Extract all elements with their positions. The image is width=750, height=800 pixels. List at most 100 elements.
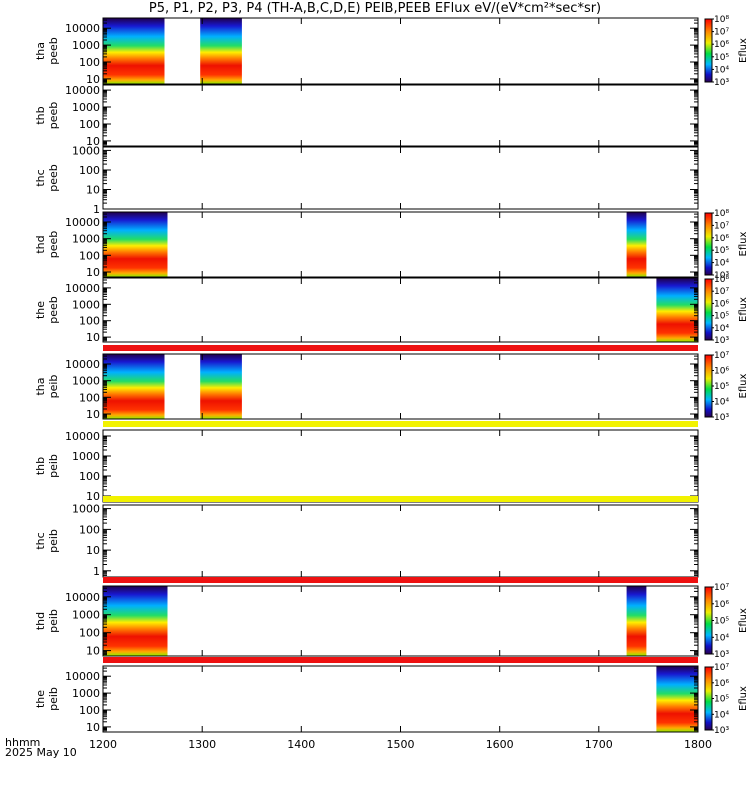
panel-frame [102, 585, 699, 657]
chart-title: P5, P1, P2, P3, P4 (TH-A,B,C,D,E) PEIB,P… [148, 1, 602, 16]
spectrogram-block [656, 666, 698, 732]
spectrogram-block [103, 354, 165, 419]
y-tick-label: 1 [93, 565, 100, 578]
panel-frame [102, 84, 699, 147]
panel-frame [102, 353, 699, 420]
spectrogram-block [656, 278, 698, 342]
colorbar-tick-label: 10⁶ [714, 299, 729, 309]
panel-frame [102, 665, 699, 733]
y-tick-label: 1 [93, 203, 100, 216]
colorbar [704, 354, 713, 418]
y-tick-label: 1000 [72, 375, 100, 388]
colorbar-tick-label: 10⁵ [714, 695, 729, 705]
colorbar-tick-label: 10⁷ [714, 663, 729, 673]
colorbar-tick-label: 10⁶ [714, 234, 729, 244]
colorbar-tick-label: 10³ [714, 78, 729, 88]
panel-thd-peeb: 10 100 1000 10000 thd peeb 10³ 10⁴ 10⁵ 10⁶ 10⁷ 10⁸ E… [34, 209, 749, 281]
colorbar [704, 212, 713, 276]
y-tick-label: 100 [79, 523, 100, 536]
colorbar-label: Eflux [738, 231, 749, 256]
panel-frame [102, 17, 699, 85]
x-tick-label: 1300 [188, 738, 216, 751]
x-tick-label: 1700 [585, 738, 613, 751]
spectrogram-block [103, 212, 168, 277]
colorbar [704, 666, 713, 731]
colorbar-tick-label: 10⁴ [714, 259, 729, 269]
colorbar-tick-label: 10⁴ [714, 398, 729, 408]
y-tick-label: 10 [86, 645, 100, 658]
colorbar-tick-label: 10⁷ [714, 221, 729, 231]
y-tick-label: 100 [79, 391, 100, 404]
colorbar-tick-label: 10³ [714, 726, 729, 736]
y-tick-label: 1000 [72, 503, 100, 516]
panel-the-peib: 10 100 1000 10000 the peib 10³ 10⁴ 10⁵ 10⁶ 10⁷ Eflu… [34, 657, 749, 736]
colorbar-label: Eflux [738, 38, 749, 63]
y-tick-label: 10 [86, 544, 100, 557]
panel-thb-peeb: 10 100 1000 10000 thb peeb [34, 84, 699, 148]
panel-label-product: peib [47, 609, 60, 633]
y-tick-label: 1000 [72, 39, 100, 52]
panel-tha-peeb: 10 100 1000 10000 tha peeb 10³ 10⁴ 10⁵ 10⁶ 10⁷ 10⁸ E… [34, 15, 749, 88]
y-tick-label: 10000 [65, 282, 100, 295]
spectrogram-block [626, 586, 647, 656]
status-bar [103, 496, 698, 502]
panel-label-product: peib [47, 687, 60, 711]
y-tick-label: 100 [79, 627, 100, 640]
colorbar-tick-label: 10⁵ [714, 617, 729, 627]
panel-thc-peeb: 1 10 100 1000 thc peeb [34, 144, 699, 216]
y-tick-label: 1000 [72, 144, 100, 157]
panel-label-probe: thb [34, 106, 47, 124]
colorbar-label: Eflux [738, 686, 749, 711]
y-tick-label: 10000 [65, 84, 100, 97]
y-tick-label: 10 [86, 184, 100, 197]
spectrogram-block [626, 212, 647, 277]
panel-label-product: peib [47, 454, 60, 478]
x-axis-caption: hhmm 2025 May 10 [5, 737, 77, 759]
colorbar-tick-label: 10⁴ [714, 324, 729, 334]
colorbar-tick-label: 10⁶ [714, 40, 729, 50]
panel-label-probe: tha [34, 377, 47, 395]
y-tick-label: 10000 [65, 358, 100, 371]
status-bar [103, 657, 698, 663]
date-label: 2025 May 10 [5, 746, 77, 759]
colorbar-tick-label: 10³ [714, 336, 729, 346]
panel-label-probe: thb [34, 457, 47, 475]
colorbar-tick-label: 10⁴ [714, 710, 729, 720]
spectrogram-block [103, 586, 168, 656]
spectrogram-block [200, 18, 242, 84]
y-tick-label: 10 [86, 73, 100, 86]
colorbar-tick-label: 10⁸ [714, 209, 729, 219]
panel-frame [102, 429, 699, 503]
panel-frame [102, 504, 699, 578]
x-tick-label: 1400 [287, 738, 315, 751]
y-tick-label: 1000 [72, 450, 100, 463]
spectrogram-block [200, 354, 242, 419]
colorbar-tick-label: 10⁴ [714, 633, 729, 643]
panel-label-product: peeb [47, 296, 60, 324]
y-tick-label: 100 [79, 315, 100, 328]
panel-label-product: peeb [47, 37, 60, 65]
panel-thc-peib: 1 10 100 1000 thc peib [34, 496, 699, 578]
panel-label-probe: the [34, 301, 47, 319]
y-tick-label: 10 [86, 408, 100, 421]
panel-frame [102, 211, 699, 278]
panel-label-probe: thd [34, 235, 47, 253]
status-bar [103, 577, 698, 583]
panel-label-probe: the [34, 690, 47, 708]
x-tick-label: 1200 [89, 738, 117, 751]
y-tick-label: 100 [79, 704, 100, 717]
y-tick-label: 1000 [72, 298, 100, 311]
y-tick-label: 10 [86, 490, 100, 503]
colorbar-tick-label: 10⁷ [714, 583, 729, 593]
y-tick-label: 1000 [72, 687, 100, 700]
y-tick-label: 10000 [65, 591, 100, 604]
spectrogram-block [103, 18, 165, 84]
status-bar [103, 345, 698, 351]
colorbar-tick-label: 10⁷ [714, 351, 729, 361]
colorbar-tick-label: 10³ [714, 413, 729, 423]
colorbar-tick-label: 10⁵ [714, 312, 729, 322]
panel-frame [102, 277, 699, 343]
colorbar-tick-label: 10⁵ [714, 382, 729, 392]
panel-label-probe: thc [34, 169, 47, 186]
